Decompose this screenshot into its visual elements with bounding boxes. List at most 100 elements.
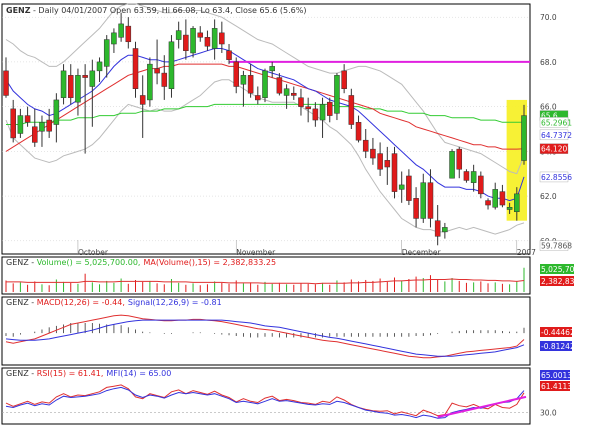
candle (3, 57, 9, 98)
price-panel: GENZ - Daily 04/01/2007 Open 63.59, Hi 6… (1, 3, 572, 257)
candle-body (449, 151, 455, 179)
candle-body (226, 50, 232, 60)
macd-badge: -0.81242 (540, 341, 575, 351)
macd-badges: -0.44462 -0.81242 (540, 327, 575, 351)
candle (276, 73, 283, 96)
candle (391, 146, 398, 199)
candle (434, 205, 441, 246)
macd-badge-box (540, 341, 572, 351)
price-badge-box (539, 143, 569, 154)
rsi-panel: GENZ - RSI(15) = 61.41, MFI(14) = 65.00 3… (1, 367, 572, 425)
candle (103, 35, 110, 78)
candle-body (355, 122, 362, 141)
candle-body (470, 171, 477, 183)
macd-signal-line (5, 319, 525, 357)
volume-label: GENZ - Volume() = 5,025,700.00, MA(Volume… (6, 258, 276, 267)
candle (211, 19, 218, 60)
price-badge-text: 65.2961 (541, 118, 572, 127)
macd-histogram (5, 323, 525, 338)
candle-body (341, 70, 347, 89)
rsi-axis-tick: 30.0 (540, 409, 557, 418)
rsi-line (5, 384, 525, 417)
candle (348, 88, 355, 129)
candle (240, 70, 247, 107)
candle-body (312, 108, 319, 121)
candle (118, 12, 124, 42)
rsi-label: GENZ - RSI(15) = 61.41, MFI(14) = 65.00 (6, 369, 171, 378)
price-badge: 65.2961 (539, 117, 572, 128)
candle (32, 108, 38, 147)
candle (413, 187, 419, 228)
candle-body (219, 32, 225, 45)
rsi-badge: 61.4113 (540, 381, 572, 391)
macd-label-signal: Signal(12,26,9) = -0.81 (128, 298, 222, 307)
candle-body (463, 171, 470, 181)
macd-label: GENZ - MACD(12,26) = -0.44, Signal(12,26,… (6, 298, 222, 307)
candle-body (521, 115, 527, 161)
candle-body (391, 153, 398, 192)
candle-body (175, 30, 182, 40)
volume-badge-text: 5,025,700 (541, 265, 579, 274)
candle (82, 64, 88, 154)
price-badges: 65.665.2961 64.7372 64.1207 62.8556 59.7868 (539, 110, 572, 251)
candle (355, 115, 362, 143)
candle-body (89, 70, 96, 87)
candle (125, 17, 132, 49)
candle-body (334, 75, 340, 114)
macd-badge: -0.44462 (540, 327, 575, 337)
candle-body (514, 193, 520, 212)
candle-body (118, 23, 124, 38)
candle-body (398, 184, 405, 190)
candle-body (96, 61, 103, 72)
price-badge: 59.7868 (539, 240, 572, 251)
mfi-line (5, 386, 525, 419)
volume-label-vol: Volume() = 5,025,700.00, (37, 258, 141, 267)
candle (362, 129, 369, 159)
macd-badge-text: -0.44462 (541, 328, 575, 337)
candle-body (32, 126, 38, 143)
candle-body (168, 41, 175, 89)
candle (485, 198, 491, 210)
candle (384, 146, 391, 185)
candlesticks (3, 12, 527, 246)
candle (262, 68, 268, 103)
candle (269, 61, 275, 78)
candle (326, 97, 333, 123)
candle-body (247, 75, 254, 94)
candle-body (298, 97, 304, 107)
candle-body (75, 75, 81, 103)
candle-body (67, 75, 74, 98)
candle (10, 99, 16, 143)
price-badge-box (539, 129, 569, 141)
candle-body (103, 39, 110, 67)
candle (427, 169, 434, 228)
candle (219, 21, 225, 53)
macd-line (5, 314, 525, 359)
candle-body (197, 32, 204, 38)
volume-bars (5, 267, 525, 292)
candle (370, 137, 376, 165)
volume-badge-box (540, 264, 574, 274)
candle (39, 115, 45, 147)
candle (89, 59, 96, 127)
price-badge-box (539, 240, 569, 251)
candle (341, 64, 347, 94)
candle (521, 104, 527, 165)
candle-body (492, 189, 498, 208)
candle-body (384, 160, 391, 168)
rsi-label-prefix: GENZ - (6, 369, 37, 378)
candle (255, 86, 261, 105)
candle-body (3, 70, 9, 96)
candle-body (125, 25, 132, 43)
chart-symbol: GENZ (6, 6, 31, 15)
candle (305, 97, 311, 123)
volume-badges: 5,025,700 2,382,833 (540, 264, 579, 286)
price-tick-label: 62.0 (540, 192, 557, 201)
candle-body (233, 61, 239, 87)
candle-body (499, 191, 506, 206)
candle-body (139, 95, 146, 105)
rsi-trendline (437, 395, 527, 418)
candle (398, 171, 405, 203)
volume-panel: GENZ - Volume() = 5,025,700.00, MA(Volume… (1, 256, 579, 295)
candle-body (240, 75, 247, 85)
